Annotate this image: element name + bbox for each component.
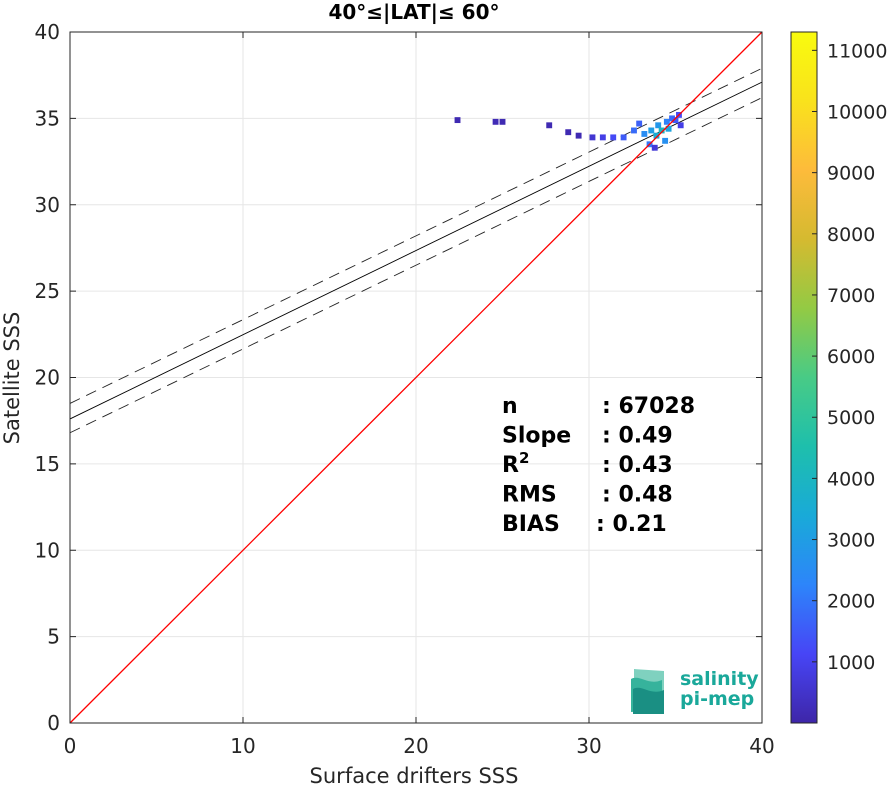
- colorbar-tick-label: 3000: [827, 530, 875, 552]
- density-point: [575, 132, 582, 139]
- salinity-pimep-logo: salinity pi-mep: [631, 668, 759, 714]
- colorbar-tick-label: 4000: [827, 468, 875, 490]
- y-axis-title: Satellite SSS: [0, 312, 24, 445]
- density-point: [653, 132, 660, 139]
- density-point: [610, 134, 617, 141]
- density-point: [589, 134, 596, 141]
- stats-label: RMS: [502, 483, 557, 508]
- density-point: [662, 137, 669, 144]
- y-tick-label: 5: [47, 625, 60, 649]
- density-point: [669, 115, 675, 122]
- regression-bound-line: [69, 67, 763, 404]
- y-tick-label: 30: [35, 193, 60, 217]
- density-point: [454, 117, 461, 124]
- stats-value: : 0.49: [602, 424, 673, 449]
- density-point: [663, 118, 670, 125]
- density-point: [565, 129, 572, 136]
- density-point: [631, 127, 637, 134]
- colorbar: 1000 2000 3000 4000 5000 6000 7000 8000 9000 1000…: [790, 31, 887, 724]
- density-point: [599, 134, 606, 141]
- colorbar-tick-label: 8000: [827, 224, 875, 246]
- x-tick-label: 10: [230, 734, 255, 758]
- stats-label: Slope: [502, 424, 571, 449]
- regression-bound-line: [69, 97, 763, 434]
- density-point: [658, 127, 665, 134]
- density-point: [651, 144, 658, 151]
- y-tick-label: 15: [35, 452, 60, 476]
- colorbar-tick-label: 11000: [827, 40, 887, 62]
- density-point: [641, 130, 648, 137]
- colorbar-gradient: [790, 31, 818, 724]
- y-tick-label: 40: [35, 20, 60, 44]
- density-point: [546, 122, 553, 129]
- logo-line2: pi-mep: [680, 688, 754, 710]
- stats-value: : 67028: [602, 394, 695, 419]
- colorbar-tick-label: 10000: [827, 101, 887, 123]
- density-point: [620, 134, 627, 141]
- density-point: [648, 127, 655, 134]
- stats-label-superscript: 2: [519, 449, 529, 467]
- chart-title: 40°≤|LAT|≤ 60°: [328, 0, 499, 24]
- plot-area: 0 10 20 30 40 0 5 10 15 20 25 30 35 40: [35, 20, 775, 758]
- stats-label: BIAS: [502, 512, 560, 537]
- logo-line1: salinity: [680, 668, 759, 690]
- density-point: [677, 122, 684, 129]
- density-point: [672, 117, 679, 124]
- logo-mark-icon: [631, 669, 664, 714]
- density-point: [636, 120, 643, 127]
- x-tick-label: 20: [403, 734, 428, 758]
- colorbar-tick-label: 7000: [827, 285, 875, 307]
- x-tick-label: 40: [749, 734, 774, 758]
- y-tick-label: 10: [35, 538, 60, 562]
- y-tick-label: 20: [35, 366, 60, 390]
- y-tick-label: 25: [35, 279, 60, 303]
- density-point: [665, 125, 672, 132]
- regression-line: [69, 81, 763, 420]
- reference-line-1to1: [69, 31, 763, 724]
- colorbar-tick-label: 1000: [827, 652, 875, 674]
- density-point: [499, 118, 506, 125]
- x-axis-title: Surface drifters SSS: [310, 764, 519, 786]
- y-tick-label: 35: [35, 106, 60, 130]
- colorbar-tick-label: 9000: [827, 163, 875, 185]
- stats-value: : 0.48: [602, 483, 673, 508]
- stats-value: : 0.21: [596, 512, 667, 537]
- colorbar-tick-label: 2000: [827, 591, 875, 613]
- x-tick-label: 30: [576, 734, 601, 758]
- density-point: [492, 118, 499, 125]
- stats-value: : 0.43: [602, 453, 673, 478]
- x-tick-label: 0: [64, 734, 77, 758]
- density-point: [655, 122, 662, 129]
- colorbar-tick-label: 5000: [827, 407, 875, 429]
- y-tick-label: 0: [47, 711, 60, 735]
- stats-label: n: [502, 394, 518, 419]
- colorbar-tick-label: 6000: [827, 346, 875, 368]
